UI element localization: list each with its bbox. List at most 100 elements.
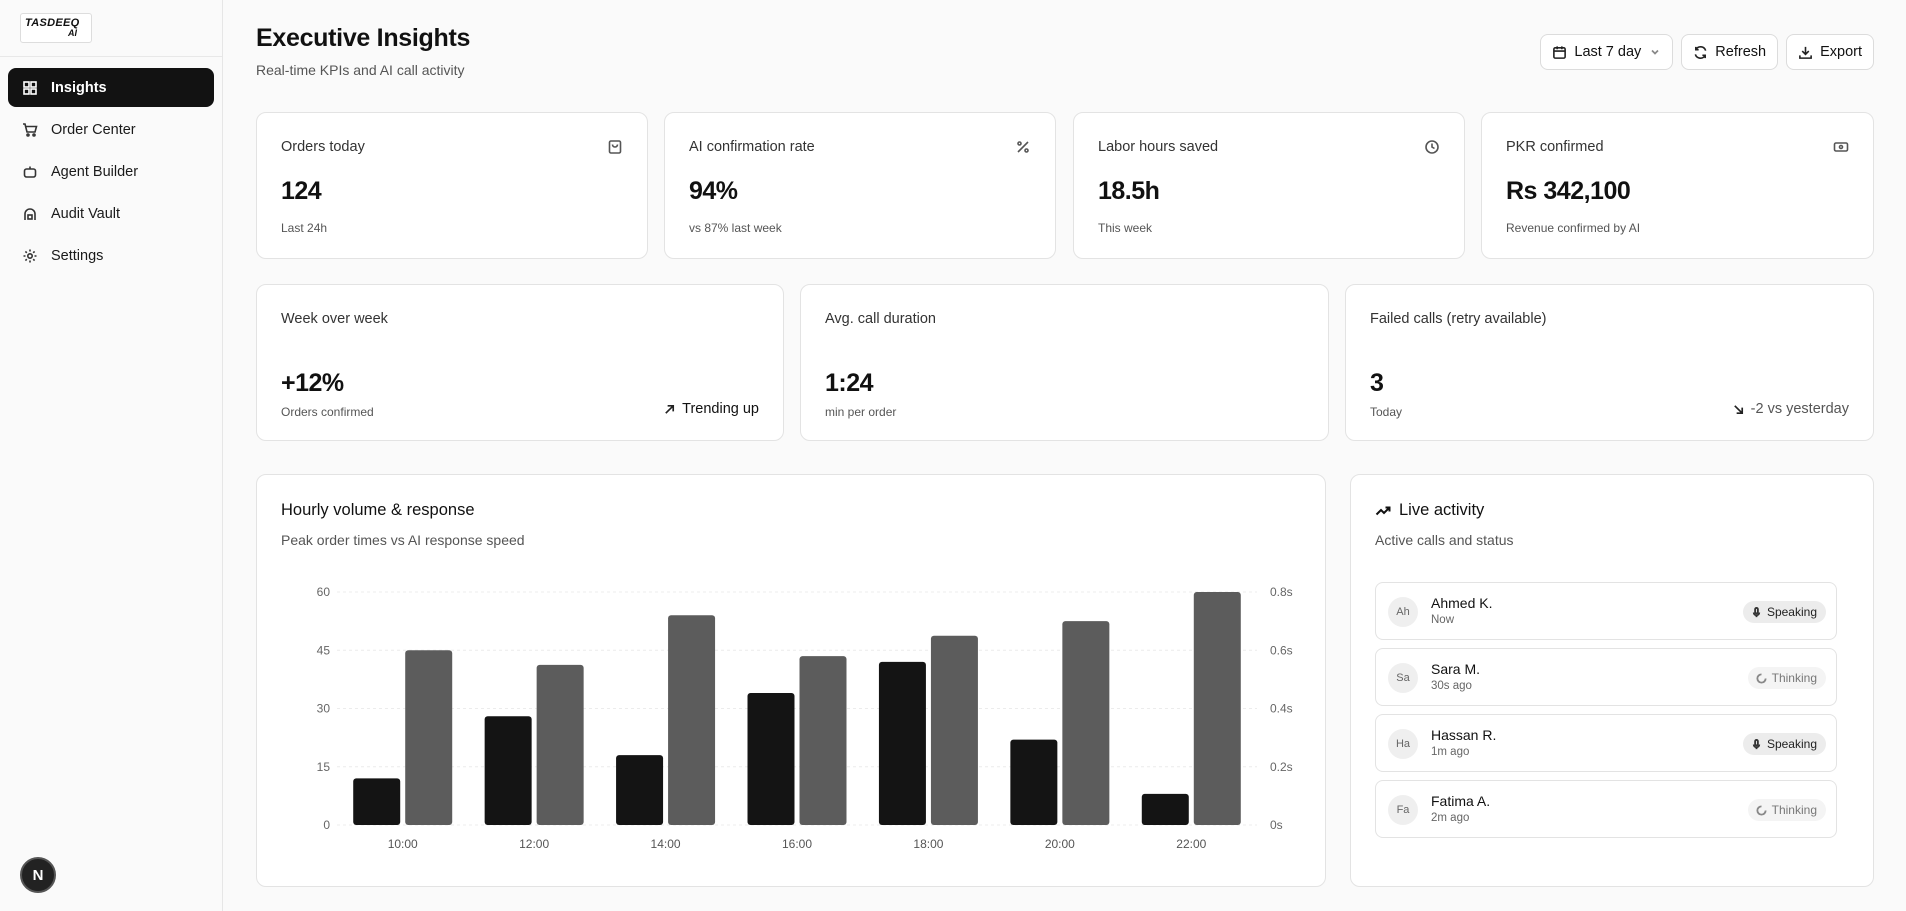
arrow-up-right-icon xyxy=(665,404,675,414)
bar-response xyxy=(405,650,453,825)
y-tick-label-left: 45 xyxy=(317,643,331,657)
kpi-value: 124 xyxy=(281,177,322,205)
live-activity-item[interactable]: Ah Ahmed K. Now Speaking xyxy=(1375,582,1837,640)
x-tick-label: 14:00 xyxy=(651,837,681,851)
avatar: Sa xyxy=(1388,663,1418,693)
banknote-icon xyxy=(1833,142,1849,152)
bar-volume xyxy=(484,716,532,825)
kpi-value: Rs 342,100 xyxy=(1506,177,1631,205)
stat-caption: Orders confirmed xyxy=(281,405,374,419)
cart-icon xyxy=(23,122,38,137)
sidebar-item-audit-vault[interactable]: Audit Vault xyxy=(8,194,214,233)
bag-icon xyxy=(608,140,622,154)
trend-label: Trending up xyxy=(682,401,759,417)
kpi-card-pkr-confirmed: PKR confirmed Rs 342,100 Revenue confirm… xyxy=(1481,112,1874,259)
page-subtitle: Real-time KPIs and AI call activity xyxy=(256,62,465,78)
y-tick-label-left: 30 xyxy=(317,702,331,716)
stat-label: Avg. call duration xyxy=(825,311,936,327)
sidebar-item-settings[interactable]: Settings xyxy=(8,236,214,275)
stat-value: +12% xyxy=(281,369,344,397)
live-activity-item[interactable]: Ha Hassan R. 1m ago Speaking xyxy=(1375,714,1837,772)
y-tick-label-left: 15 xyxy=(317,760,331,774)
percent-icon xyxy=(1017,141,1029,153)
bar-volume xyxy=(747,692,795,825)
clock-icon xyxy=(1425,140,1439,154)
status-label: Speaking xyxy=(1766,737,1817,751)
calendar-icon xyxy=(1553,45,1567,59)
stat-label: Failed calls (retry available) xyxy=(1370,311,1547,327)
sidebar-item-agent-builder[interactable]: Agent Builder xyxy=(8,152,214,191)
y-tick-label-right: 0.2s xyxy=(1270,760,1293,774)
stat-value: 1:24 xyxy=(825,369,874,397)
status-badge: Speaking xyxy=(1742,733,1826,755)
vault-icon xyxy=(24,207,36,220)
refresh-button[interactable]: Refresh xyxy=(1681,34,1779,70)
live-activity-item[interactable]: Sa Sara M. 30s ago Thinking xyxy=(1375,648,1837,706)
bot-icon xyxy=(23,166,37,178)
export-label: Export xyxy=(1820,44,1862,60)
kpi-card-ai-confirmation-rate: AI confirmation rate 94% vs 87% last wee… xyxy=(664,112,1056,259)
avatar: Ah xyxy=(1388,597,1418,627)
caller-name: Fatima A. xyxy=(1431,793,1491,809)
sidebar-item-label: Agent Builder xyxy=(51,163,139,180)
bar-response xyxy=(1062,621,1110,825)
mic-icon xyxy=(1752,606,1761,617)
stat-value: 3 xyxy=(1370,369,1384,397)
logo[interactable]: TASDEEQ AI xyxy=(20,13,92,43)
y-tick-label-left: 60 xyxy=(317,585,331,599)
gear-icon xyxy=(23,249,37,262)
bar-response xyxy=(668,615,716,825)
chevron-down-icon xyxy=(1651,49,1659,55)
kpi-label: Labor hours saved xyxy=(1098,139,1219,155)
download-icon xyxy=(1799,46,1812,59)
kpi-value: 18.5h xyxy=(1098,177,1160,205)
chart-subtitle: Peak order times vs AI response speed xyxy=(281,532,525,548)
y-tick-label-right: 0s xyxy=(1270,818,1283,832)
kpi-label: PKR confirmed xyxy=(1506,139,1604,155)
sidebar-item-label: Order Center xyxy=(51,121,136,138)
status-badge: Thinking xyxy=(1747,799,1826,821)
status-label: Thinking xyxy=(1771,803,1817,817)
trend-indicator: -2 vs yesterday xyxy=(1732,401,1849,417)
logo-row: TASDEEQ AI xyxy=(0,0,222,57)
live-activity-title: Live activity xyxy=(1375,501,1484,520)
bar-volume xyxy=(1141,793,1189,825)
sidebar-item-label: Settings xyxy=(51,247,104,264)
stat-label: Week over week xyxy=(281,311,388,327)
bar-volume xyxy=(1010,739,1058,825)
kpi-card-labor-hours-saved: Labor hours saved 18.5h This week xyxy=(1073,112,1465,259)
x-tick-label: 22:00 xyxy=(1176,837,1206,851)
loader-icon xyxy=(1756,804,1767,816)
live-activity-list: Ah Ahmed K. Now Speaking Sa Sara M. 30s … xyxy=(1375,582,1837,846)
export-button[interactable]: Export xyxy=(1786,34,1874,70)
user-avatar-button[interactable]: N xyxy=(20,857,56,893)
bar-response xyxy=(930,635,978,825)
kpi-label: AI confirmation rate xyxy=(689,139,815,155)
status-label: Thinking xyxy=(1771,671,1817,685)
live-activity-item[interactable]: Fa Fatima A. 2m ago Thinking xyxy=(1375,780,1837,838)
bar-response xyxy=(1193,592,1241,825)
stat-caption: min per order xyxy=(825,405,897,419)
kpi-value: 94% xyxy=(689,177,738,205)
call-time: 2m ago xyxy=(1431,812,1470,824)
x-tick-label: 18:00 xyxy=(913,837,943,851)
arrow-down-right-icon xyxy=(1733,404,1743,414)
sidebar-item-order-center[interactable]: Order Center xyxy=(8,110,214,149)
sidebar-item-insights[interactable]: Insights xyxy=(8,68,214,107)
page-title: Executive Insights xyxy=(256,24,471,52)
caller-name: Sara M. xyxy=(1431,661,1481,677)
call-time: 1m ago xyxy=(1431,746,1470,758)
x-tick-label: 10:00 xyxy=(388,837,418,851)
x-tick-label: 16:00 xyxy=(782,837,812,851)
status-badge: Thinking xyxy=(1747,667,1826,689)
date-range-select[interactable]: Last 7 day xyxy=(1540,34,1674,70)
chart-title: Hourly volume & response xyxy=(281,501,475,519)
caller-name: Hassan R. xyxy=(1431,727,1497,743)
y-tick-label-left: 0 xyxy=(323,818,330,832)
sidebar-item-label: Audit Vault xyxy=(51,205,121,222)
sidebar-nav: Insights Order Center Agent Builder Audi… xyxy=(0,57,222,289)
live-activity-card: Live activity Active calls and status Ah… xyxy=(1350,474,1874,887)
live-activity-subtitle: Active calls and status xyxy=(1375,532,1514,548)
stat-card-avg-call-duration: Avg. call duration 1:24 min per order xyxy=(800,284,1329,441)
kpi-caption: Revenue confirmed by AI xyxy=(1506,221,1641,235)
